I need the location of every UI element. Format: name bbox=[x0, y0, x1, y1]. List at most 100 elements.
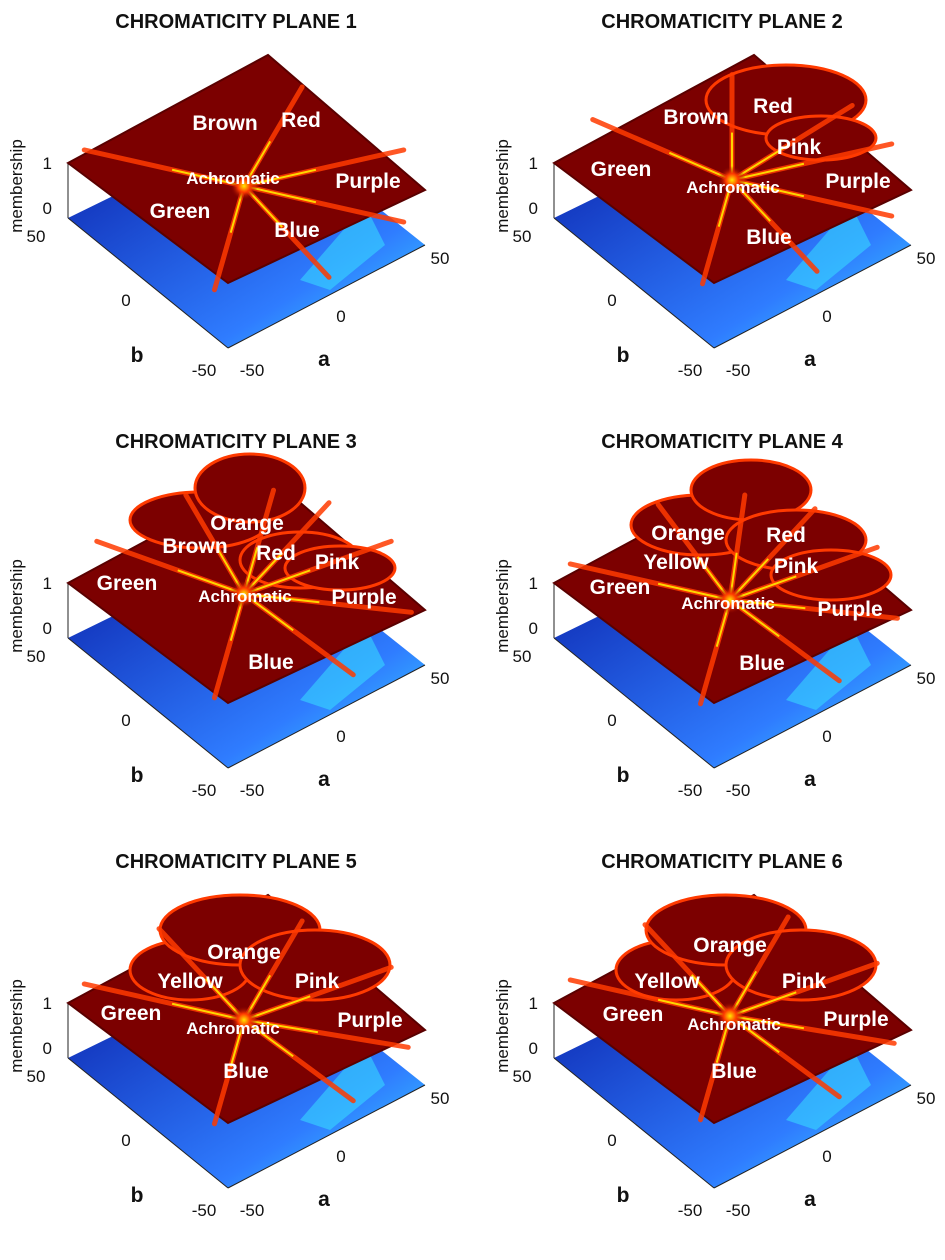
a-tick-label: 0 bbox=[822, 307, 831, 326]
z-tick-label: 0 bbox=[529, 199, 538, 218]
achromatic-center bbox=[230, 1006, 258, 1034]
a-tick-label: 50 bbox=[917, 249, 936, 268]
z-axis-label: membership bbox=[7, 559, 26, 653]
region-label-blue: Blue bbox=[746, 226, 792, 249]
a-tick-label: 50 bbox=[917, 1089, 936, 1108]
a-tick-label: -50 bbox=[726, 361, 751, 380]
a-tick-label: -50 bbox=[726, 781, 751, 800]
b-axis-label: b bbox=[131, 764, 144, 787]
region-label-purple: Purple bbox=[335, 170, 400, 193]
peak-lobe bbox=[193, 452, 307, 524]
chart-panel-5: CHROMATICITY PLANE 510membership500-50b-… bbox=[7, 851, 449, 1220]
a-axis-label: a bbox=[804, 1188, 816, 1211]
region-label-blue: Blue bbox=[739, 652, 785, 675]
region-label-pink: Pink bbox=[774, 555, 819, 578]
chart-title: CHROMATICITY PLANE 6 bbox=[601, 851, 843, 873]
b-tick-label: -50 bbox=[678, 781, 703, 800]
z-tick-label: 1 bbox=[529, 994, 538, 1013]
chart-title: CHROMATICITY PLANE 3 bbox=[115, 431, 357, 453]
chart-title: CHROMATICITY PLANE 4 bbox=[601, 431, 843, 453]
z-tick-label: 1 bbox=[43, 994, 52, 1013]
b-tick-label: 0 bbox=[607, 1131, 616, 1150]
z-axis-label: membership bbox=[493, 559, 512, 653]
region-label-green: Green bbox=[150, 200, 211, 223]
b-tick-label: 0 bbox=[121, 291, 130, 310]
a-axis-label: a bbox=[318, 348, 330, 371]
chart-panel-4: CHROMATICITY PLANE 410membership500-50b-… bbox=[493, 431, 936, 800]
chart-panel-6: CHROMATICITY PLANE 6 1 0 membership 50 0 -50 b -… bbox=[493, 851, 936, 1220]
a-tick-label: 50 bbox=[917, 669, 936, 688]
a-tick-label: 0 bbox=[336, 307, 345, 326]
achromatic-center bbox=[230, 580, 258, 608]
z-tick-label: 1 bbox=[43, 574, 52, 593]
chart-title: CHROMATICITY PLANE 1 bbox=[115, 11, 357, 33]
peak-lobe bbox=[283, 544, 397, 592]
b-axis-line bbox=[67, 637, 229, 769]
region-label-blue: Blue bbox=[248, 651, 294, 674]
region-label-achromatic: Achromatic bbox=[686, 178, 780, 197]
b-axis-label: b bbox=[617, 1184, 630, 1207]
region-label-purple: Purple bbox=[825, 170, 890, 193]
z-axis-label: membership bbox=[7, 979, 26, 1073]
region-label-green: Green bbox=[97, 572, 158, 595]
a-tick-label: 0 bbox=[822, 1147, 831, 1166]
region-label-achromatic: Achromatic bbox=[687, 1015, 781, 1034]
b-axis-line bbox=[553, 1057, 715, 1189]
a-axis-line bbox=[227, 1084, 426, 1189]
region-label-yellow: Yellow bbox=[634, 970, 700, 993]
region-label-green: Green bbox=[603, 1003, 664, 1026]
region-label-yellow: Yellow bbox=[643, 551, 709, 574]
a-axis-line bbox=[713, 244, 912, 349]
b-axis-label: b bbox=[617, 764, 630, 787]
region-label-orange: Orange bbox=[693, 934, 767, 957]
a-tick-label: 0 bbox=[822, 727, 831, 746]
achromatic-center bbox=[230, 172, 258, 200]
z-tick-label: 0 bbox=[529, 1039, 538, 1058]
b-axis-line bbox=[553, 217, 715, 349]
achromatic-center bbox=[718, 166, 746, 194]
region-label-red: Red bbox=[753, 95, 793, 118]
b-tick-label: -50 bbox=[678, 361, 703, 380]
a-axis-line bbox=[713, 1084, 912, 1189]
a-tick-label: 0 bbox=[336, 1147, 345, 1166]
b-tick-label: 0 bbox=[607, 711, 616, 730]
chart-title: CHROMATICITY PLANE 2 bbox=[601, 11, 843, 33]
b-axis-label: b bbox=[131, 344, 144, 367]
b-axis-line bbox=[553, 637, 715, 769]
region-label-blue: Blue bbox=[711, 1060, 757, 1083]
region-label-pink: Pink bbox=[295, 970, 340, 993]
transition-band bbox=[300, 1045, 385, 1130]
region-label-red: Red bbox=[766, 524, 806, 547]
b-tick-label: -50 bbox=[192, 781, 217, 800]
transition-band bbox=[786, 625, 871, 710]
z-axis-label: membership bbox=[493, 139, 512, 233]
region-label-red: Red bbox=[256, 542, 296, 565]
region-label-pink: Pink bbox=[315, 551, 360, 574]
region-label-brown: Brown bbox=[192, 112, 257, 135]
achromatic-center bbox=[716, 586, 744, 614]
z-axis-label: membership bbox=[493, 979, 512, 1073]
region-label-green: Green bbox=[101, 1002, 162, 1025]
b-tick-label: 50 bbox=[513, 227, 532, 246]
a-axis-line bbox=[713, 664, 912, 769]
b-tick-label: 50 bbox=[513, 647, 532, 666]
z-tick-label: 0 bbox=[43, 1039, 52, 1058]
a-axis-label: a bbox=[318, 1188, 330, 1211]
z-tick-label: 0 bbox=[529, 619, 538, 638]
b-tick-label: 50 bbox=[27, 1067, 46, 1086]
region-label-pink: Pink bbox=[777, 136, 822, 159]
b-tick-label: -50 bbox=[678, 1201, 703, 1220]
chart-panel-1: CHROMATICITY PLANE 110membership500-50b-… bbox=[7, 11, 449, 380]
achromatic-center bbox=[716, 1002, 744, 1030]
region-label-green: Green bbox=[591, 158, 652, 181]
peak-lobe bbox=[769, 548, 893, 602]
b-tick-label: -50 bbox=[192, 1201, 217, 1220]
a-axis-label: a bbox=[318, 768, 330, 791]
b-tick-label: 50 bbox=[27, 227, 46, 246]
chart-title: CHROMATICITY PLANE 5 bbox=[115, 851, 357, 873]
region-label-blue: Blue bbox=[223, 1060, 269, 1083]
z-tick-label: 0 bbox=[43, 619, 52, 638]
a-axis-label: a bbox=[804, 348, 816, 371]
a-tick-label: -50 bbox=[726, 1201, 751, 1220]
a-tick-label: 50 bbox=[431, 669, 450, 688]
